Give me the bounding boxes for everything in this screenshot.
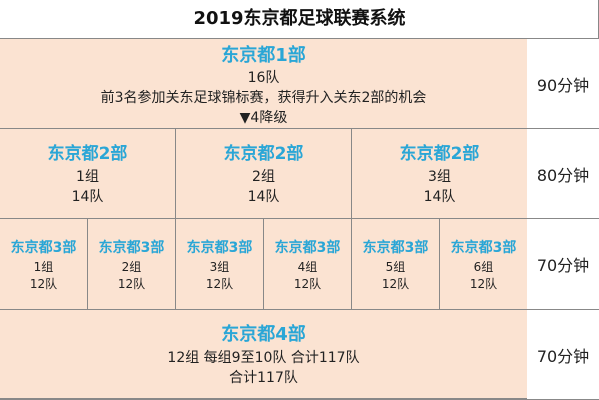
division-2-name: 东京都2部 <box>223 144 304 164</box>
division-2-group-label: 2组 <box>252 169 275 185</box>
division-3-name: 东京都3部 <box>98 240 165 256</box>
division-4-duration: 70分钟 <box>527 310 599 399</box>
division-4-box: 东京都4部 12组 每组9至10队 合计117队 合计117队 <box>0 310 528 399</box>
division-3-name: 东京都3部 <box>450 240 517 256</box>
division-3-teams: 12队 <box>469 277 498 291</box>
division-3-teams: 12队 <box>205 277 234 291</box>
division-2-teams: 14队 <box>247 189 280 205</box>
division-3-group-label: 1组 <box>33 260 54 274</box>
page-title: 2019东京都足球联赛系统 <box>0 0 599 39</box>
division-3-group-label: 4组 <box>297 260 318 274</box>
division-2-group-label: 3组 <box>428 169 451 185</box>
division-3-group-4: 东京都3部 4组 12队 <box>264 219 352 310</box>
division-1-note: 前3名参加关东足球锦标赛，获得升入关东2部的机会 <box>100 90 427 106</box>
division-3-teams: 12队 <box>293 277 322 291</box>
division-1-duration: 90分钟 <box>527 39 599 129</box>
division-1-box: 东京都1部 16队 前3名参加关东足球锦标赛，获得升入关东2部的机会 ▼4降级 <box>0 39 528 129</box>
division-3-name: 东京都3部 <box>186 240 253 256</box>
division-2-group-2: 东京都2部 2组 14队 <box>176 129 352 219</box>
division-2-name: 东京都2部 <box>399 144 480 164</box>
division-3-teams: 12队 <box>117 277 146 291</box>
division-3-group-6: 东京都3部 6组 12队 <box>440 219 528 310</box>
division-4-name: 东京都4部 <box>221 324 306 345</box>
division-3-group-5: 东京都3部 5组 12队 <box>352 219 440 310</box>
division-3-name: 东京都3部 <box>274 240 341 256</box>
division-3-group-3: 东京都3部 3组 12队 <box>176 219 264 310</box>
division-3-group-1: 东京都3部 1组 12队 <box>0 219 88 310</box>
division-2-name: 东京都2部 <box>47 144 128 164</box>
division-1-relegation: ▼4降级 <box>239 110 288 126</box>
division-3-name: 东京都3部 <box>362 240 429 256</box>
division-2-duration: 80分钟 <box>527 129 599 219</box>
division-3-group-label: 2组 <box>121 260 142 274</box>
division-2-group-label: 1组 <box>76 169 99 185</box>
division-4-detail: 12组 每组9至10队 合计117队 <box>167 350 360 366</box>
division-1-teams: 16队 <box>247 70 280 86</box>
division-3-name: 东京都3部 <box>10 240 77 256</box>
division-3-teams: 12队 <box>29 277 58 291</box>
division-3-duration: 70分钟 <box>527 219 599 310</box>
division-3-group-2: 东京都3部 2组 12队 <box>88 219 176 310</box>
division-3-group-label: 5组 <box>385 260 406 274</box>
division-4-total: 合计117队 <box>229 370 298 386</box>
division-3-teams: 12队 <box>381 277 410 291</box>
division-1-name: 东京都1部 <box>221 45 306 66</box>
division-2-group-1: 东京都2部 1组 14队 <box>0 129 176 219</box>
division-2-group-3: 东京都2部 3组 14队 <box>352 129 528 219</box>
division-3-group-label: 3组 <box>209 260 230 274</box>
division-2-teams: 14队 <box>423 189 456 205</box>
division-2-teams: 14队 <box>71 189 104 205</box>
division-3-group-label: 6组 <box>473 260 494 274</box>
